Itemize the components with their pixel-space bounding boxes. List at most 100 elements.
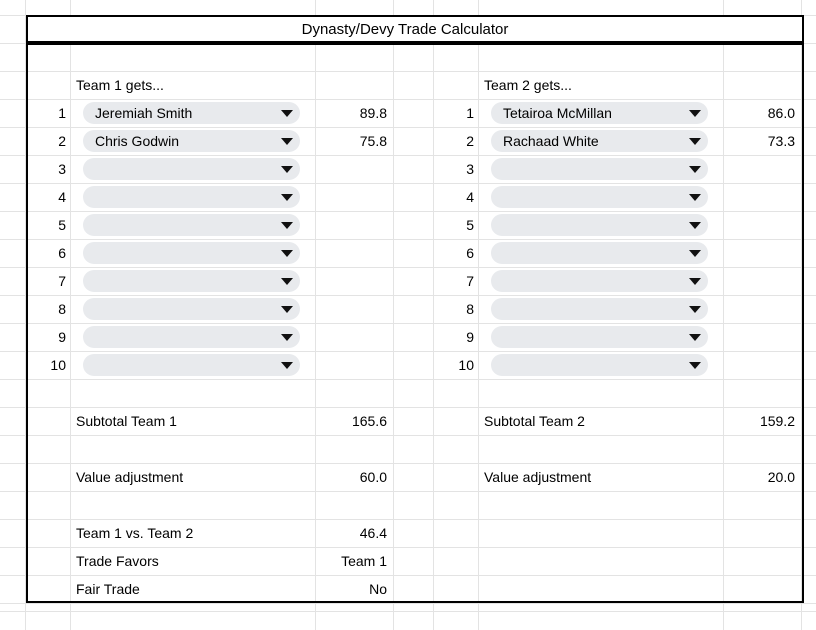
row-number: 1 xyxy=(58,105,66,121)
player-value xyxy=(723,351,801,379)
fair-trade-row: Fair Trade No xyxy=(26,575,393,603)
row-number: 4 xyxy=(58,189,66,205)
table-row: 3 xyxy=(433,155,801,183)
table-row: 1 Tetairoa McMillan 86.0 xyxy=(433,99,801,127)
row-number: 6 xyxy=(58,245,66,261)
player-dropdown[interactable] xyxy=(491,158,708,180)
player-dropdown[interactable] xyxy=(491,242,708,264)
gridline-vertical xyxy=(315,0,316,630)
chevron-down-icon xyxy=(281,194,293,201)
team1-header: Team 1 gets... xyxy=(76,77,164,93)
player-dropdown[interactable]: Rachaad White xyxy=(491,130,708,152)
row-number: 8 xyxy=(466,301,474,317)
player-dropdown[interactable] xyxy=(491,354,708,376)
player-dropdown[interactable] xyxy=(491,186,708,208)
subtotal-team1-row: Subtotal Team 1 165.6 xyxy=(26,407,393,435)
player-value xyxy=(723,239,801,267)
player-value: 73.3 xyxy=(767,133,795,149)
player-dropdown[interactable]: Tetairoa McMillan xyxy=(491,102,708,124)
gridline-horizontal xyxy=(0,611,816,612)
chevron-down-icon xyxy=(281,362,293,369)
player-value xyxy=(315,267,393,295)
player-dropdown[interactable] xyxy=(83,354,300,376)
row-number: 8 xyxy=(58,301,66,317)
player-dropdown[interactable] xyxy=(491,326,708,348)
player-value: 75.8 xyxy=(359,133,387,149)
chevron-down-icon xyxy=(689,138,701,145)
table-row: 2 Rachaad White 73.3 xyxy=(433,127,801,155)
chevron-down-icon xyxy=(281,278,293,285)
adjustment-team2-row: Value adjustment 20.0 xyxy=(433,463,801,491)
subtotal-team1-value: 165.6 xyxy=(351,413,387,429)
player-value xyxy=(315,155,393,183)
player-dropdown[interactable] xyxy=(83,214,300,236)
trade-favors-value: Team 1 xyxy=(341,553,387,569)
player-dropdown[interactable] xyxy=(83,298,300,320)
player-value xyxy=(315,211,393,239)
row-number: 3 xyxy=(466,161,474,177)
player-dropdown[interactable] xyxy=(83,270,300,292)
player-value xyxy=(315,351,393,379)
table-row: 10 xyxy=(26,351,393,379)
row-number: 2 xyxy=(466,133,474,149)
table-row: 9 xyxy=(26,323,393,351)
chevron-down-icon xyxy=(689,222,701,229)
table-row: 7 xyxy=(26,267,393,295)
table-row: 5 xyxy=(26,211,393,239)
player-dropdown[interactable] xyxy=(83,186,300,208)
player-value xyxy=(315,323,393,351)
chevron-down-icon xyxy=(689,250,701,257)
player-value xyxy=(315,183,393,211)
player-dropdown[interactable]: Chris Godwin xyxy=(83,130,300,152)
gridline-vertical xyxy=(723,0,724,630)
player-dropdown-value: Jeremiah Smith xyxy=(95,105,193,121)
row-number: 2 xyxy=(58,133,66,149)
adjustment-team2-label: Value adjustment xyxy=(484,469,592,485)
row-number: 1 xyxy=(466,105,474,121)
player-value xyxy=(315,239,393,267)
table-row: 6 xyxy=(433,239,801,267)
table-row: 8 xyxy=(26,295,393,323)
gridline-vertical xyxy=(433,0,434,630)
chevron-down-icon xyxy=(281,250,293,257)
subtotal-team2-value: 159.2 xyxy=(759,413,795,429)
chevron-down-icon xyxy=(281,110,293,117)
table-row: 4 xyxy=(433,183,801,211)
row-number: 9 xyxy=(58,329,66,345)
player-value xyxy=(315,295,393,323)
row-number: 7 xyxy=(466,273,474,289)
table-row: 10 xyxy=(433,351,801,379)
player-value: 89.8 xyxy=(359,105,387,121)
player-dropdown[interactable] xyxy=(83,326,300,348)
table-row: 4 xyxy=(26,183,393,211)
chevron-down-icon xyxy=(689,334,701,341)
table-row: 7 xyxy=(433,267,801,295)
gridline-vertical xyxy=(801,0,802,630)
player-dropdown[interactable]: Jeremiah Smith xyxy=(83,102,300,124)
team1-rows: 1 Jeremiah Smith 89.8 2 Chris Godwin 75.8 3 … xyxy=(26,99,393,379)
player-dropdown[interactable] xyxy=(83,158,300,180)
row-number: 10 xyxy=(50,357,66,373)
player-dropdown[interactable] xyxy=(491,270,708,292)
chevron-down-icon xyxy=(689,306,701,313)
team2-header: Team 2 gets... xyxy=(484,77,572,93)
calculator-title: Dynasty/Devy Trade Calculator xyxy=(26,15,804,43)
row-number: 6 xyxy=(466,245,474,261)
row-number: 7 xyxy=(58,273,66,289)
subtotal-team2-label: Subtotal Team 2 xyxy=(484,413,585,429)
player-dropdown[interactable] xyxy=(491,214,708,236)
table-row: 1 Jeremiah Smith 89.8 xyxy=(26,99,393,127)
adjustment-team1-label: Value adjustment xyxy=(76,469,184,485)
adjustment-team1-row: Value adjustment 60.0 xyxy=(26,463,393,491)
chevron-down-icon xyxy=(689,362,701,369)
chevron-down-icon xyxy=(281,222,293,229)
adjustment-team1-value: 60.0 xyxy=(359,469,387,485)
row-number: 9 xyxy=(466,329,474,345)
chevron-down-icon xyxy=(281,138,293,145)
table-row: 9 xyxy=(433,323,801,351)
row-number: 5 xyxy=(466,217,474,233)
player-dropdown[interactable] xyxy=(83,242,300,264)
player-dropdown-value: Rachaad White xyxy=(503,133,599,149)
team2-rows: 1 Tetairoa McMillan 86.0 2 Rachaad White 73.… xyxy=(433,99,801,379)
player-dropdown[interactable] xyxy=(491,298,708,320)
